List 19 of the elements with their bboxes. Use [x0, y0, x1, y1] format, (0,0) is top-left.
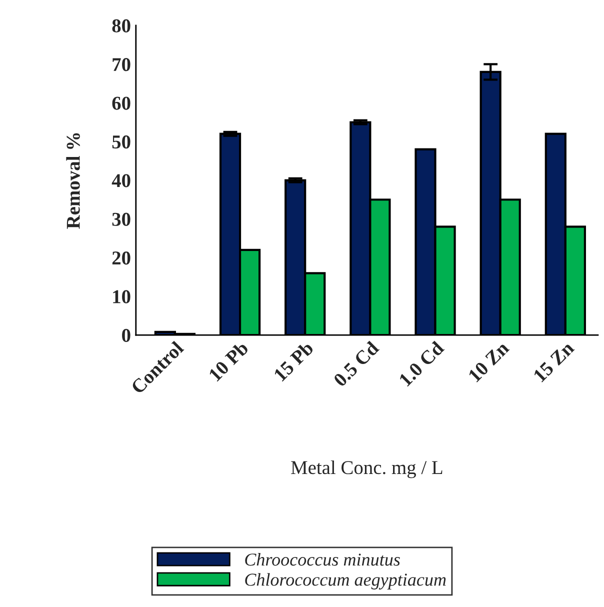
- x-tick-label: 1.0 Cd: [398, 340, 445, 387]
- y-tick-label: 30: [112, 212, 130, 226]
- y-tick-label: 40: [112, 174, 130, 188]
- legend-label: Chlorococcum aegyptiacum: [245, 573, 446, 590]
- y-tick-label: 70: [112, 58, 130, 72]
- y-tick-label: 20: [112, 251, 130, 265]
- x-tick-label: 15 Pb: [272, 340, 314, 382]
- legend-label: Chroococcus minutus: [245, 553, 400, 566]
- x-tick-label: 10 Zn: [468, 340, 510, 383]
- x-tick-label: 10 Pb: [208, 340, 250, 382]
- x-tick-label: 15 Zn: [532, 340, 575, 383]
- y-tick-label: 50: [112, 135, 130, 149]
- y-tick-label: 0: [122, 328, 130, 342]
- y-tick-label: 60: [112, 96, 130, 110]
- y-tick-label: 80: [112, 19, 130, 32]
- y-tick-label: 10: [113, 290, 130, 304]
- x-axis-title: Metal Conc. mg / L: [291, 460, 442, 478]
- x-tick-label: 0.5 Cd: [332, 340, 380, 388]
- y-axis-title: Removal %: [66, 133, 80, 229]
